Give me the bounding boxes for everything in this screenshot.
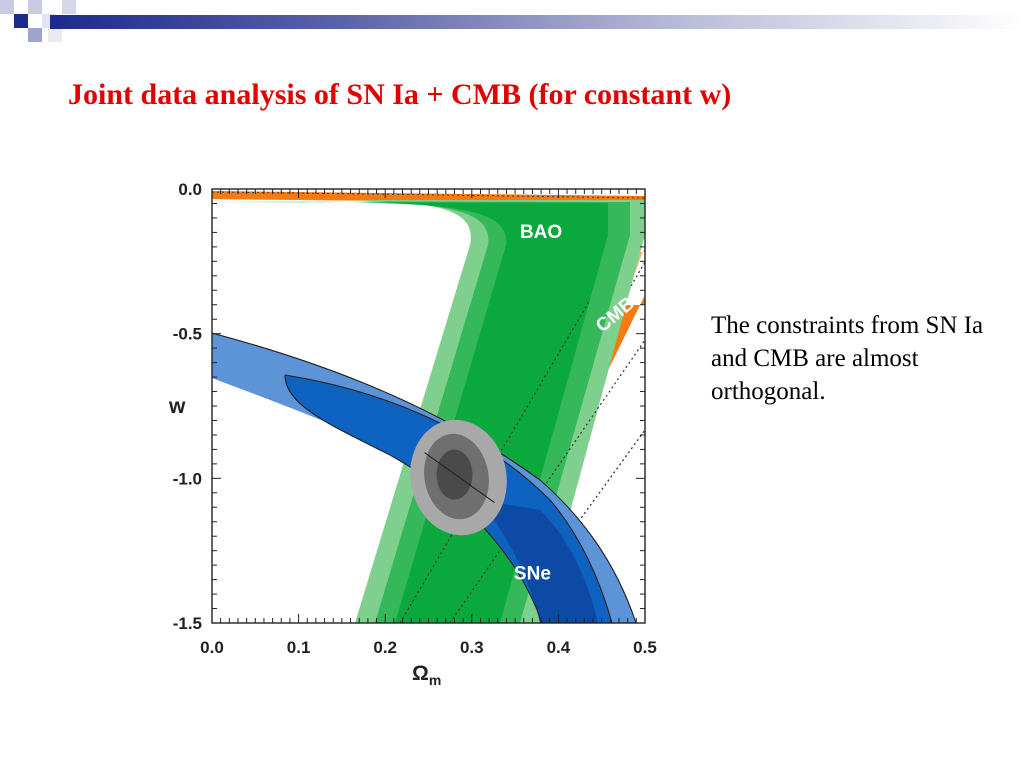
side-note: The constraints from SN Ia and CMB are a… (711, 312, 984, 405)
slide-title: Joint data analysis of SN Ia + CMB (for … (68, 78, 732, 111)
y-tick-label: 0.0 (178, 180, 202, 199)
y-tick-label: -0.5 (173, 325, 202, 344)
decor-square (0, 0, 14, 14)
x-tick-label: 0.2 (373, 638, 397, 657)
bao-dotted-line (449, 339, 645, 623)
x-tick-label: 0.1 (287, 638, 311, 657)
sne-contours (212, 332, 637, 623)
x-tick-label: 0.3 (460, 638, 484, 657)
joint-contours (410, 419, 507, 536)
sne-contour-edge (212, 332, 637, 623)
x-tick-label: 0.0 (200, 638, 224, 657)
decor-square (14, 14, 28, 28)
sne-contour-edge (284, 374, 543, 623)
series-label-sne: SNe (514, 564, 551, 585)
sne-contour-inner (480, 500, 598, 623)
x-axis-title: Ωm (412, 662, 441, 688)
cmb-top-strip (212, 191, 645, 204)
title-gradient-bar (50, 15, 1024, 29)
y-axis-title: w (168, 395, 186, 418)
x-tick-label: 0.5 (633, 638, 657, 657)
decor-square (28, 28, 42, 42)
decor-square (48, 28, 62, 42)
decor-square (28, 0, 42, 14)
y-tick-label: -1.5 (173, 614, 202, 633)
sne-contour-edge (284, 374, 613, 623)
plot-frame (211, 188, 646, 624)
x-axis-title-main: Ω (412, 662, 429, 685)
series-label-bao: BAO (520, 222, 562, 243)
contour-layers (212, 191, 645, 623)
x-tick-label: 0.4 (547, 638, 571, 657)
y-tick-label: -1.0 (173, 469, 202, 488)
joint-contour-edge (424, 452, 495, 503)
title-decoration-band (0, 0, 1024, 50)
x-axis-title-subscript: m (429, 672, 441, 688)
decor-square (62, 0, 76, 14)
